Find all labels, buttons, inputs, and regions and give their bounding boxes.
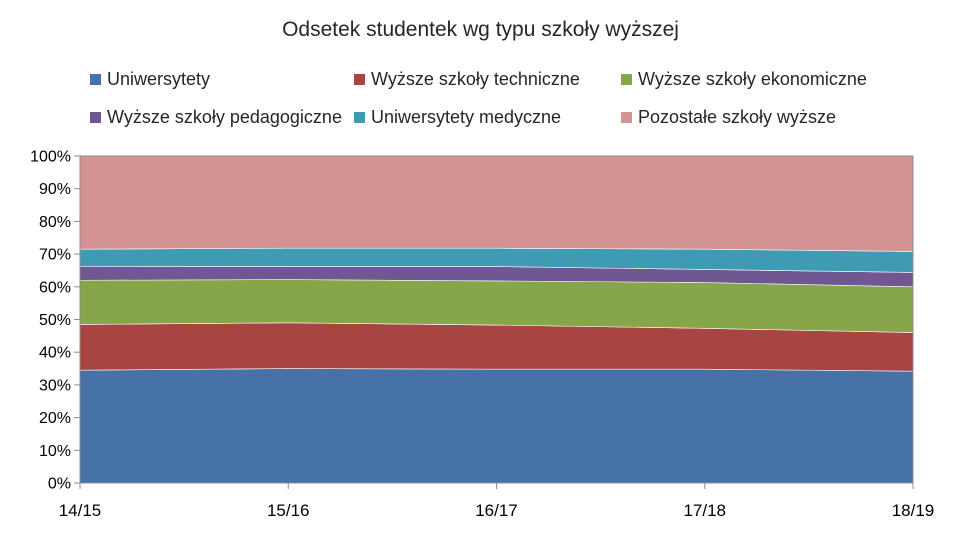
legend-label: Wyższe szkoły pedagogiczne [107,107,342,127]
legend-item-uniwersytety: Uniwersytety [90,69,210,90]
y-tick-label: 40% [39,345,71,362]
y-tick-label: 30% [39,377,71,394]
area-pozosta-e-szko-y-wy-sze [79,155,914,252]
x-tick-label: 17/18 [683,501,726,520]
y-tick-label: 50% [39,312,71,329]
y-tick-label: 100% [30,149,71,166]
legend-swatch-ekonomiczne [621,74,632,85]
legend-label: Uniwersytety medyczne [371,107,562,127]
area-uniwersytety [79,368,914,484]
legend-label: Wyższe szkoły techniczne [371,69,580,89]
x-tick-label: 15/16 [267,501,310,520]
series-areas [79,155,914,484]
x-tick-label: 18/19 [892,501,935,520]
y-tick-label: 0% [48,476,71,493]
legend-swatch-uniwersytety [90,74,101,85]
legend-item-techniczne: Wyższe szkoły techniczne [354,69,580,90]
x-tick-label: 14/15 [59,501,102,520]
chart-title: Odsetek studentek wg typu szkoły wyższej [282,18,679,41]
y-tick-label: 90% [39,181,71,198]
y-tick-label: 20% [39,410,71,427]
legend-label: Pozostałe szkoły wyższe [638,107,837,127]
y-tick-label: 60% [39,279,71,296]
y-tick-label: 70% [39,247,71,264]
legend: Uniwersytety Wyższe szkoły techniczne Wy… [0,0,961,140]
legend-item-pozostale: Pozostałe szkoły wyższe [621,107,836,128]
legend-label: Uniwersytety [107,69,211,89]
legend-label: Wyższe szkoły ekonomiczne [638,69,867,89]
y-tick-label: 10% [39,443,71,460]
legend-swatch-techniczne [354,74,365,85]
legend-item-medyczne: Uniwersytety medyczne [354,107,561,128]
x-tick-label: 16/17 [475,501,518,520]
legend-item-pedagogiczne: Wyższe szkoły pedagogiczne [90,107,342,128]
legend-item-ekonomiczne: Wyższe szkoły ekonomiczne [621,69,867,90]
y-tick-label: 80% [39,214,71,231]
legend-swatch-pedagogiczne [90,112,101,123]
legend-swatch-pozostale [621,112,632,123]
axes: 0% 10% 20% 30% 40% 50% 60% 70% 80% 90% 100% 14/15 15… [30,149,934,521]
legend-swatch-medyczne [354,112,365,123]
